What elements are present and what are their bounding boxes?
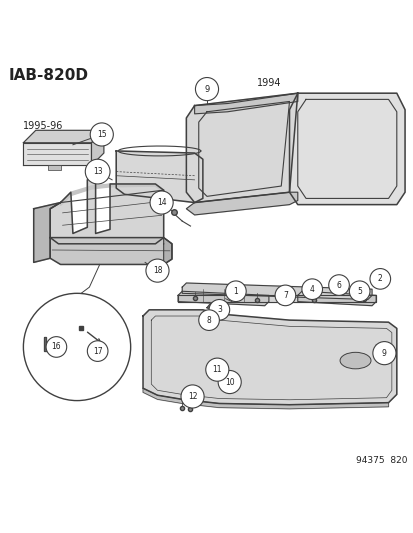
Polygon shape — [33, 203, 60, 262]
Text: 4: 4 — [309, 285, 314, 294]
Circle shape — [218, 370, 241, 393]
Circle shape — [209, 300, 229, 320]
Polygon shape — [50, 238, 171, 264]
Circle shape — [328, 274, 349, 295]
Polygon shape — [178, 291, 268, 306]
Circle shape — [23, 293, 131, 401]
Text: 12: 12 — [188, 392, 197, 401]
Ellipse shape — [339, 352, 370, 369]
Circle shape — [195, 77, 218, 101]
Circle shape — [145, 259, 169, 282]
Circle shape — [150, 191, 173, 214]
Circle shape — [85, 159, 110, 184]
Polygon shape — [297, 291, 375, 306]
Circle shape — [90, 123, 113, 146]
Text: 94375  820: 94375 820 — [355, 456, 406, 465]
Text: 8: 8 — [206, 316, 211, 325]
Text: 7: 7 — [282, 291, 287, 300]
Polygon shape — [289, 93, 404, 205]
Text: 2: 2 — [377, 274, 382, 284]
Polygon shape — [206, 303, 219, 311]
Text: 9: 9 — [381, 349, 386, 358]
Text: 1995-96: 1995-96 — [23, 121, 64, 131]
Polygon shape — [143, 388, 388, 409]
Polygon shape — [116, 151, 202, 203]
Circle shape — [225, 281, 246, 302]
Text: 3: 3 — [216, 305, 221, 314]
Text: 13: 13 — [93, 167, 102, 176]
Bar — [48, 165, 60, 169]
Polygon shape — [182, 283, 371, 300]
Text: b: b — [48, 341, 52, 346]
Text: 17: 17 — [93, 346, 102, 356]
Polygon shape — [178, 295, 375, 302]
Polygon shape — [186, 192, 297, 215]
Circle shape — [369, 269, 390, 289]
Polygon shape — [194, 93, 297, 114]
Polygon shape — [50, 176, 163, 244]
Polygon shape — [91, 131, 104, 165]
Polygon shape — [186, 93, 297, 203]
Circle shape — [198, 310, 219, 330]
Polygon shape — [143, 310, 396, 405]
Circle shape — [205, 358, 228, 381]
Circle shape — [180, 385, 204, 408]
Circle shape — [274, 285, 295, 306]
Text: IAB-820D: IAB-820D — [9, 68, 89, 84]
Text: 15: 15 — [97, 130, 106, 139]
Text: 1994: 1994 — [256, 78, 280, 88]
Circle shape — [87, 341, 108, 361]
Polygon shape — [60, 184, 163, 205]
Text: 9: 9 — [204, 85, 209, 94]
Text: 18: 18 — [152, 266, 162, 275]
Polygon shape — [44, 337, 60, 351]
Polygon shape — [23, 143, 91, 165]
Circle shape — [349, 281, 369, 302]
Text: 14: 14 — [157, 198, 166, 207]
Text: 10: 10 — [224, 377, 234, 386]
Polygon shape — [163, 238, 171, 264]
Text: 5: 5 — [356, 287, 361, 296]
Circle shape — [372, 342, 395, 365]
Circle shape — [46, 337, 66, 357]
Text: 6: 6 — [336, 280, 341, 289]
Circle shape — [301, 279, 322, 300]
Text: 1: 1 — [233, 287, 238, 296]
Text: 16: 16 — [52, 343, 61, 351]
Polygon shape — [23, 131, 104, 143]
Text: 11: 11 — [212, 365, 221, 374]
